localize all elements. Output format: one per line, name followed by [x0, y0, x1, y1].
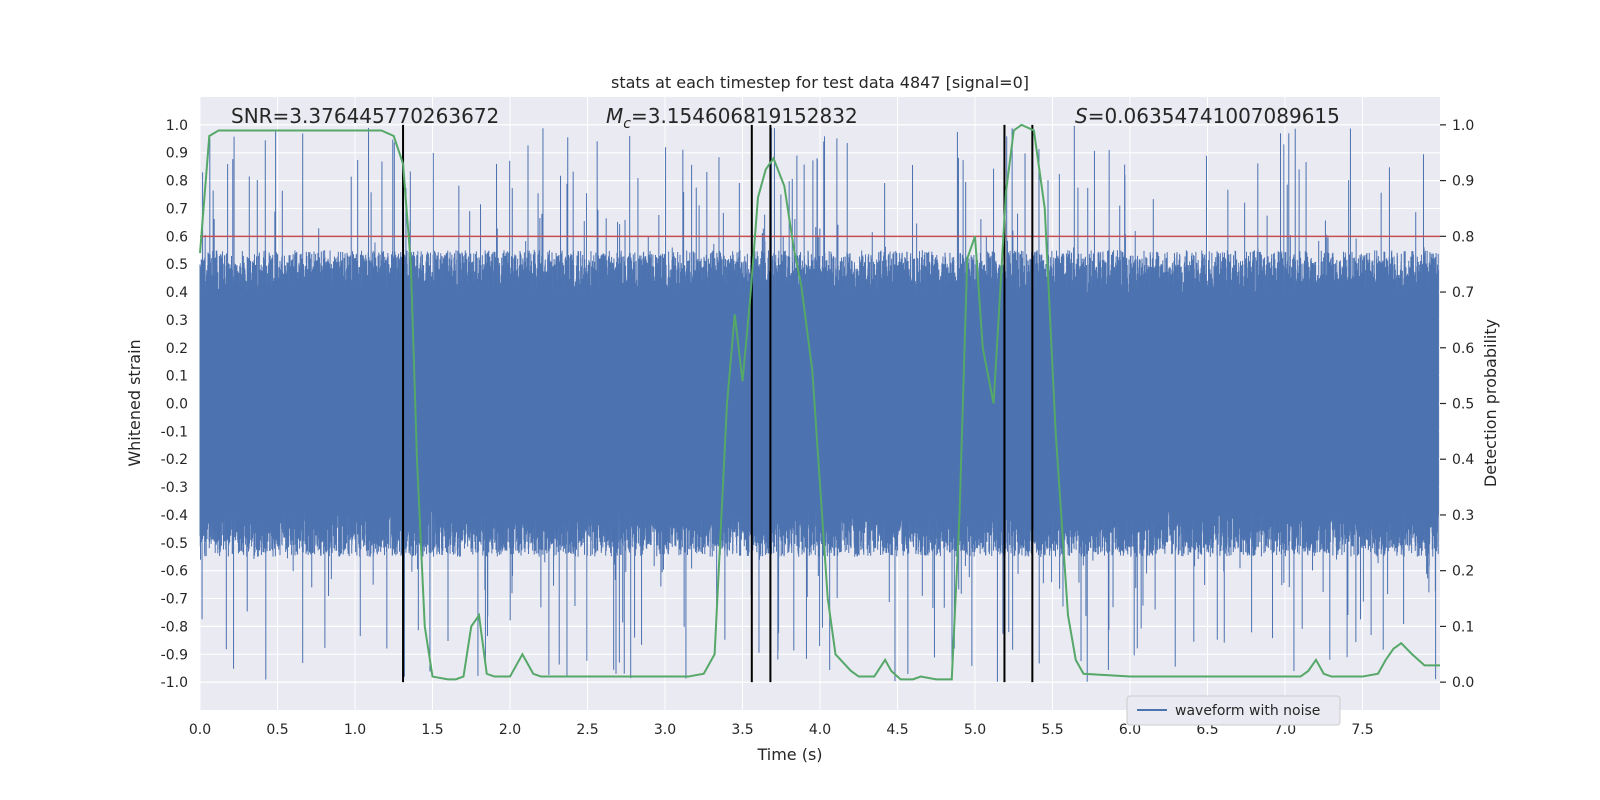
y-right-tick-label: 0.8 [1452, 229, 1474, 245]
y-axis-right-label: Detection probability [1481, 319, 1500, 487]
y-right-tick-label: 0.1 [1452, 619, 1474, 635]
y-right-tick-label: 1.0 [1452, 118, 1474, 134]
x-tick-label: 7.0 [1274, 722, 1296, 738]
y-right-tick-label: 0.6 [1452, 341, 1474, 357]
x-tick-label: 4.5 [886, 722, 908, 738]
y-left-tick-label: -0.2 [161, 452, 188, 468]
y-axis-left-ticks: 1.0 0.9 0.8 0.7 0.6 0.5 0.4 0.3 0.2 0.1 0.0 -0.1 -0.… [161, 118, 188, 691]
chirp-mass-subscript: c [623, 116, 631, 132]
s-annotation: S=0.06354741007089615 [1075, 104, 1340, 128]
y-left-tick-label: -0.8 [161, 619, 188, 635]
s-symbol: S [1075, 104, 1088, 128]
y-right-tick-label: 0.5 [1452, 397, 1474, 413]
x-tick-label: 6.0 [1119, 722, 1141, 738]
chirp-mass-value: =3.154606819152832 [631, 104, 858, 128]
waveform-series [199, 125, 1439, 682]
y-left-tick-label: 0.4 [166, 285, 188, 301]
x-tick-label: 1.5 [421, 722, 443, 738]
x-tick-label: 6.5 [1196, 722, 1218, 738]
y-left-tick-label: 0.1 [166, 369, 188, 385]
y-right-tick-label: 0.7 [1452, 285, 1474, 301]
detection-probability-line [199, 123, 1440, 681]
y-left-tick-label: 0.2 [166, 341, 188, 357]
y-left-tick-label: -0.9 [161, 647, 188, 663]
y-left-tick-label: 0.7 [166, 201, 188, 217]
x-tick-label: 7.5 [1351, 722, 1373, 738]
x-tick-label: 0.5 [266, 722, 288, 738]
y-right-tick-label: 0.9 [1452, 174, 1474, 190]
x-tick-label: 0.0 [189, 722, 211, 738]
y-left-tick-label: 0.6 [166, 229, 188, 245]
snr-annotation: SNR=3.376445770263672 [231, 104, 499, 128]
y-axis-right-ticks: 1.0 0.9 0.8 0.7 0.6 0.5 0.4 0.3 0.2 0.1 0.0 [1440, 118, 1474, 691]
chirp-mass-annotation: Mc=3.154606819152832 [606, 104, 858, 132]
x-tick-label: 5.5 [1041, 722, 1063, 738]
legend: waveform with noise [1126, 695, 1341, 726]
y-left-tick-label: -0.5 [161, 536, 188, 552]
legend-label-waveform: waveform with noise [1175, 703, 1320, 719]
x-tick-label: 5.0 [964, 722, 986, 738]
x-tick-label: 2.5 [576, 722, 598, 738]
y-axis-left-label: Whitened strain [125, 339, 144, 466]
y-left-tick-label: -0.6 [161, 564, 188, 580]
x-tick-label: 3.5 [731, 722, 753, 738]
y-left-tick-label: 0.5 [166, 257, 188, 273]
x-axis-label: Time (s) [756, 745, 822, 764]
x-tick-label: 4.0 [809, 722, 831, 738]
y-left-tick-label: 0.3 [166, 313, 188, 329]
chirp-mass-symbol: M [606, 104, 623, 128]
legend-box [1126, 695, 1341, 726]
y-left-tick-label: -0.3 [161, 480, 188, 496]
x-tick-label: 1.0 [344, 722, 366, 738]
y-left-tick-label: 0.9 [166, 146, 188, 162]
chart-title: stats at each timestep for test data 484… [611, 73, 1029, 92]
y-right-tick-label: 0.3 [1452, 508, 1474, 524]
y-left-tick-label: 0.8 [166, 174, 188, 190]
y-left-tick-label: -0.4 [161, 508, 188, 524]
y-right-tick-label: 0.4 [1452, 452, 1474, 468]
y-left-tick-label: 1.0 [166, 118, 188, 134]
y-right-tick-label: 0.2 [1452, 564, 1474, 580]
x-axis-ticks: 0.0 0.5 1.0 1.5 2.0 2.5 3.0 3.5 4.0 4.5 5.0 5.5 6.0 6… [189, 722, 1374, 738]
x-tick-label: 2.0 [499, 722, 521, 738]
waveform-trace [199, 125, 1439, 682]
y-left-tick-label: -0.1 [161, 424, 188, 440]
y-left-tick-label: -1.0 [161, 675, 188, 691]
y-left-tick-label: -0.7 [161, 592, 188, 608]
y-left-tick-label: 0.0 [166, 397, 188, 413]
s-value: =0.06354741007089615 [1088, 104, 1340, 128]
x-tick-label: 3.0 [654, 722, 676, 738]
y-right-tick-label: 0.0 [1452, 675, 1474, 691]
